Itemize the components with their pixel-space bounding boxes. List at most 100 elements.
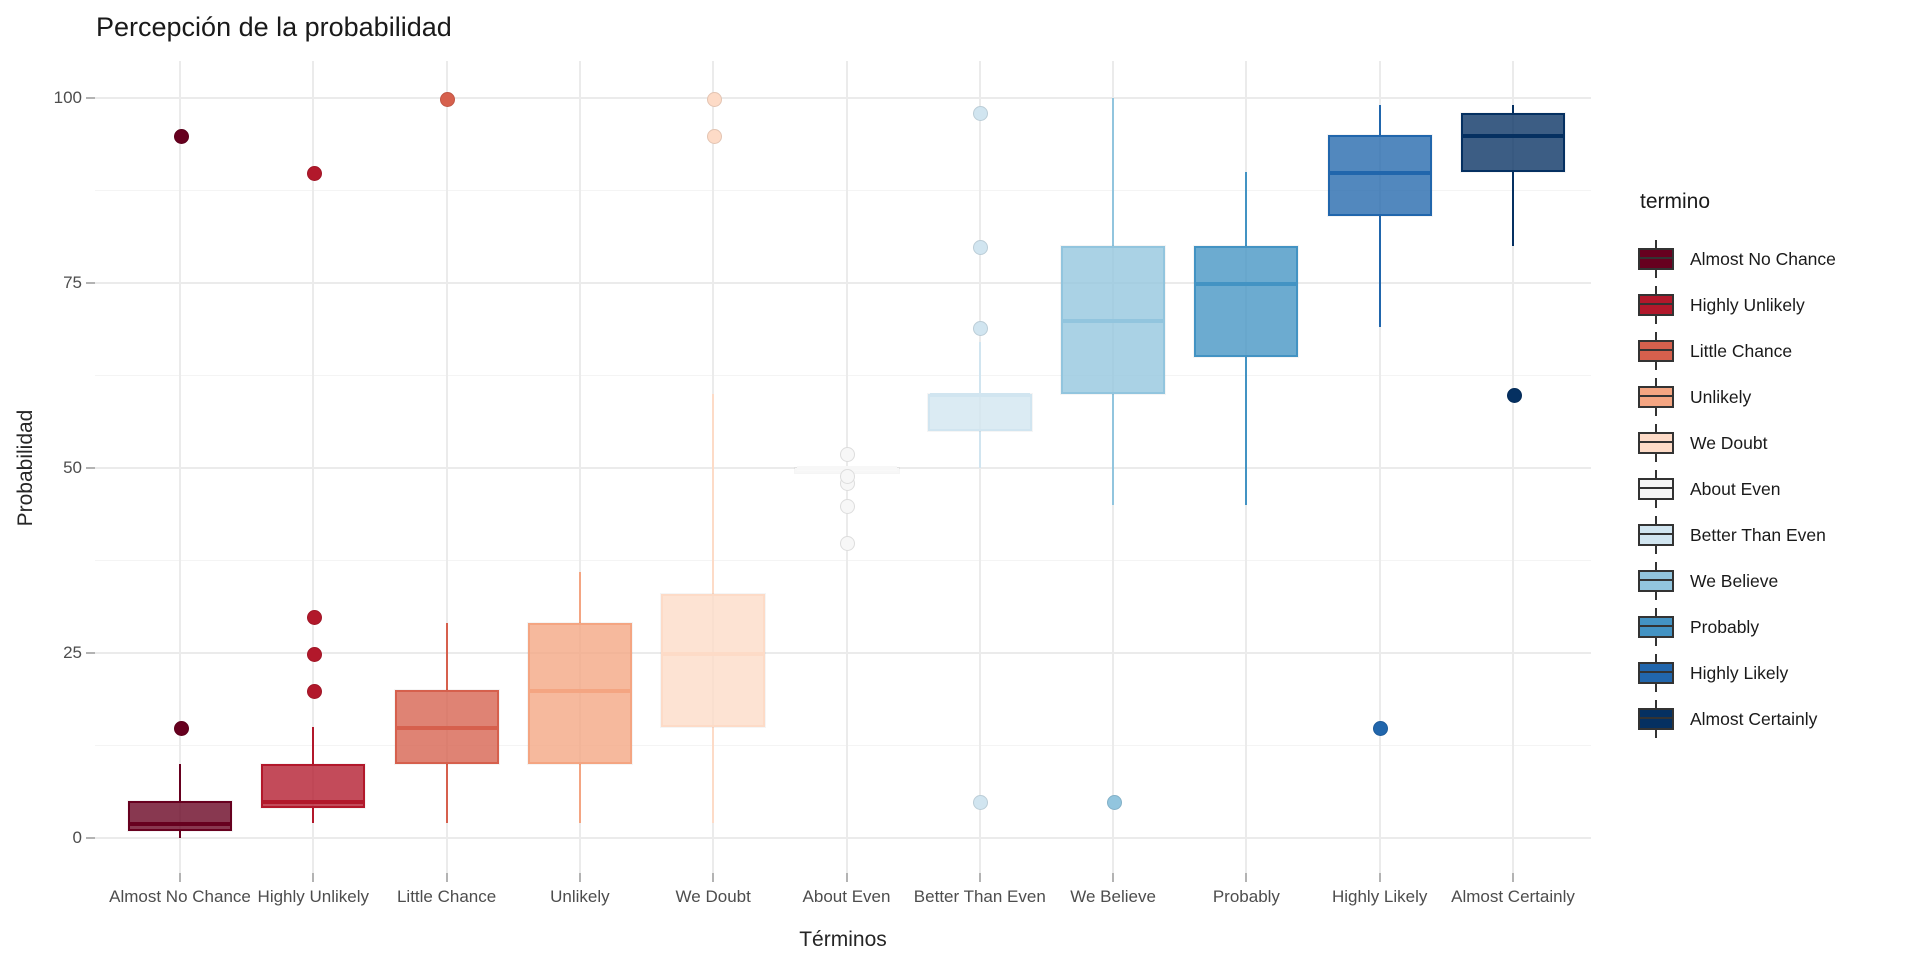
legend-item: About Even [1638,466,1836,512]
boxplot-key-icon [1638,424,1674,462]
boxplot-key-icon [1638,332,1674,370]
outlier-point [1373,720,1389,736]
gridline-vertical [1512,61,1514,873]
key-box [1638,432,1674,454]
outlier-point [706,91,722,107]
outlier-point [840,498,855,514]
gridline-minor [95,560,1591,561]
boxplot-key-icon [1638,562,1674,600]
outlier-point [306,683,322,699]
box [926,393,1033,432]
outlier-point [173,720,189,736]
outlier-point [1106,794,1122,810]
median-line [1196,282,1297,286]
median-line [1463,134,1563,138]
outlier-point [706,128,722,144]
outlier-point [973,106,989,122]
key-box [1638,294,1674,316]
legend-label: We Doubt [1690,432,1768,453]
median-line [929,393,1030,397]
outlier-point [840,468,855,484]
key-box [1638,478,1674,500]
y-tick-mark [86,467,95,469]
legend-item: Unlikely [1638,374,1836,420]
legend-label: Highly Likely [1690,662,1789,683]
x-tick-mark [1112,873,1115,882]
whisker-lower [1112,394,1115,505]
key-median [1640,671,1672,673]
box [1326,133,1433,218]
box [1460,111,1566,173]
key-box [1638,662,1674,684]
outlier-point [173,128,189,144]
key-median [1640,303,1672,305]
boxplot-key-icon [1638,608,1674,646]
x-tick-mark [978,873,981,882]
legend-label: Unlikely [1690,386,1752,407]
boxplot-key-icon [1638,516,1674,554]
whisker-upper [1512,105,1514,113]
key-box [1638,340,1674,362]
y-tick-label: 0 [72,828,82,847]
outlier-point [440,91,456,107]
whisker-upper [578,571,581,624]
outlier-point [306,646,322,662]
y-tick-mark [86,652,95,654]
legend-item: Highly Likely [1638,650,1836,696]
whisker-upper [312,727,315,764]
key-median [1640,717,1672,719]
x-tick-label: Probably [1212,887,1280,906]
x-tick-mark [1512,873,1514,882]
x-tick-mark [845,873,848,882]
gridline-vertical [312,61,315,873]
legend-title: termino [1640,190,1711,213]
median-line [529,689,630,693]
legend: termino Almost No Chance Highly Unlikely L… [1638,190,1836,742]
x-tick-label: Highly Unlikely [257,887,370,906]
whisker-upper [1378,105,1381,135]
x-tick-label: Almost No Chance [109,887,251,906]
gridline-vertical [1378,61,1381,873]
key-box [1638,570,1674,592]
whisker-upper [1245,172,1248,246]
x-tick-label: Almost Certainly [1451,887,1575,906]
y-tick-mark [86,282,95,284]
median-line [130,822,230,827]
gridline-vertical [179,61,181,873]
whisker-upper [179,764,181,801]
outlier-point [973,320,989,336]
key-median [1640,579,1672,581]
box [1193,245,1300,358]
legend-label: We Believe [1690,570,1779,591]
key-median [1640,441,1672,443]
y-tick-label: 75 [63,273,82,292]
whisker-lower [445,764,448,824]
whisker-upper [1112,98,1115,246]
y-tick-mark [86,837,95,839]
whisker-lower [1378,216,1381,328]
key-box [1638,524,1674,546]
chart-title: Percepción de la probabilidad [96,12,452,42]
gridline-vertical [445,61,448,873]
key-median [1640,349,1672,351]
outlier-point [840,535,855,551]
outlier-point [306,609,322,625]
y-tick-mark [86,97,95,99]
legend-item: We Believe [1638,558,1836,604]
gridline-vertical [578,61,581,873]
outlier-point [840,446,855,462]
median-line [663,652,764,656]
boxplot-key-icon [1638,378,1674,416]
median-line [1329,171,1430,175]
x-tick-label: Unlikely [550,887,610,906]
key-box [1638,708,1674,730]
key-box [1638,616,1674,638]
boxplot-key-icon [1638,654,1674,692]
x-tick-mark [445,873,448,882]
x-tick-label: Little Chance [396,887,497,906]
x-tick-mark [578,873,581,882]
x-tick-mark [1378,873,1381,882]
key-median [1640,395,1672,397]
key-median [1640,625,1672,627]
